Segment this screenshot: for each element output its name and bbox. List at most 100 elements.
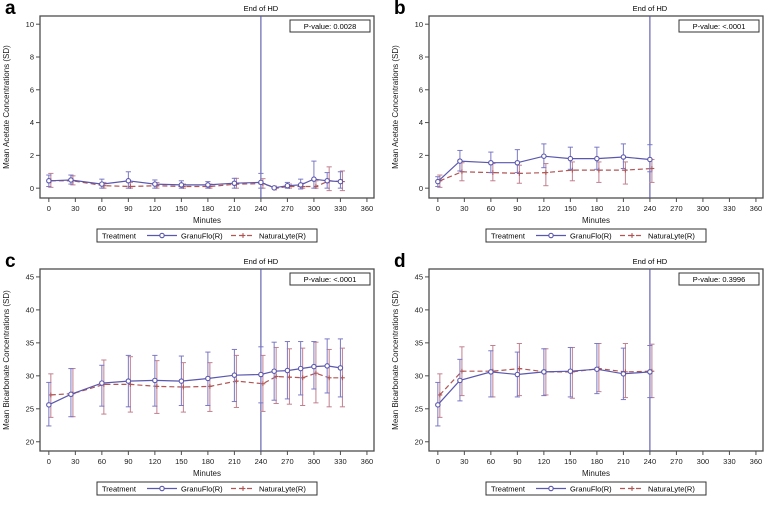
x-tick-label: 270 <box>281 457 294 466</box>
x-tick-label: 270 <box>281 204 294 213</box>
p-value-border <box>678 19 760 33</box>
x-axis-title: Minutes <box>193 216 221 225</box>
p-value-box: P-value: 0.0028 <box>289 19 371 33</box>
x-tick-label: 270 <box>670 204 683 213</box>
x-tick-label: 30 <box>71 457 79 466</box>
x-tick-label: 90 <box>124 204 132 213</box>
circle-marker <box>337 365 344 371</box>
legend-naturalyte-label: NaturaLyte(R) <box>259 485 306 494</box>
circle-marker <box>514 159 521 166</box>
p-value-label: P-value: <.0001 <box>693 22 746 31</box>
x-tick-label: 240 <box>255 457 268 466</box>
y-tick-label: 8 <box>30 53 34 62</box>
x-tick-label: 150 <box>175 457 188 466</box>
circle-marker <box>620 154 627 160</box>
y-tick-label: 4 <box>419 118 423 127</box>
circle-marker <box>311 363 317 370</box>
legend-granuflo-marker <box>159 485 165 492</box>
circle-marker <box>488 159 494 166</box>
x-tick-label: 120 <box>538 457 551 466</box>
circle-marker <box>68 391 74 398</box>
y-tick-label: 4 <box>30 118 34 127</box>
legend-granuflo-label: GranuFlo(R) <box>570 485 612 494</box>
legend: Treatment GranuFlo(R) NaturaLyte(R) <box>96 228 318 243</box>
x-tick-label: 120 <box>538 204 551 213</box>
x-tick-label: 210 <box>228 457 241 466</box>
panel-label: a <box>5 0 16 19</box>
circle-marker <box>567 155 574 162</box>
circle-marker <box>99 181 105 187</box>
y-tick-label: 0 <box>30 184 34 193</box>
circle-marker <box>205 182 211 188</box>
y-tick-label: 0 <box>419 184 423 193</box>
panel-label: b <box>394 0 406 19</box>
axes: 0 2 4 6 8 10 0 30 60 90 120 150 180 210 240 270 300 330 36… <box>391 20 762 225</box>
x-tick-label: 150 <box>175 204 188 213</box>
x-tick-label: 0 <box>436 204 440 213</box>
circle-marker <box>541 369 547 375</box>
x-axis-title: Minutes <box>582 469 610 478</box>
x-tick-label: 240 <box>644 457 657 466</box>
panel-b: b 0 2 4 6 8 10 0 30 60 90 120 150 180 210 240 270 300 330… <box>389 0 778 253</box>
circle-marker <box>297 182 304 188</box>
x-tick-label: 300 <box>697 457 710 466</box>
p-value-border <box>289 272 371 286</box>
x-tick-label: 330 <box>723 457 736 466</box>
x-tick-label: 210 <box>617 204 630 213</box>
chart-svg: 20 25 30 35 40 45 0 30 60 90 120 150 180 210 240 270 300… <box>391 257 764 496</box>
legend-title: Treatment <box>491 485 526 494</box>
circle-marker <box>46 178 52 184</box>
x-tick-label: 180 <box>591 457 604 466</box>
chart-svg: 20 25 30 35 40 45 0 30 60 90 120 150 180 210 240 270 300… <box>2 257 375 496</box>
p-value-label: P-value: 0.3996 <box>693 275 746 284</box>
circle-marker <box>152 377 158 384</box>
x-tick-label: 270 <box>670 457 683 466</box>
x-tick-label: 60 <box>98 457 106 466</box>
axes: 0 2 4 6 8 10 0 30 60 90 120 150 180 210 240 270 300 330 36… <box>2 20 373 225</box>
x-tick-label: 180 <box>591 204 604 213</box>
circle-marker <box>178 182 185 188</box>
x-tick-label: 360 <box>361 204 374 213</box>
y-tick-label: 20 <box>415 437 423 446</box>
y-tick-label: 45 <box>415 273 423 282</box>
x-tick-label: 120 <box>149 457 162 466</box>
panel-a-chart: 0 2 4 6 8 10 0 30 60 90 120 150 180 210 240 270 300 330 36… <box>0 0 389 253</box>
panel-c-chart: 20 25 30 35 40 45 0 30 60 90 120 150 180 210 240 270 300… <box>0 253 389 506</box>
y-tick-label: 6 <box>30 85 34 94</box>
legend-naturalyte-label: NaturaLyte(R) <box>648 485 695 494</box>
p-value-border <box>678 272 760 286</box>
x-tick-label: 240 <box>255 204 268 213</box>
y-tick-label: 25 <box>26 404 34 413</box>
x-tick-label: 360 <box>750 204 763 213</box>
y-tick-label: 45 <box>26 273 34 282</box>
circle-marker <box>457 158 463 164</box>
y-tick-label: 40 <box>26 305 34 314</box>
circle-marker <box>258 179 264 186</box>
series-naturalyte <box>437 158 655 188</box>
legend-granuflo-label: GranuFlo(R) <box>181 485 223 494</box>
series-granuflo <box>46 338 344 427</box>
circle-marker <box>620 371 627 377</box>
x-tick-label: 300 <box>697 204 710 213</box>
x-axis-title: Minutes <box>582 216 610 225</box>
x-tick-label: 30 <box>460 457 468 466</box>
circle-marker <box>99 380 105 386</box>
legend-border <box>485 481 707 496</box>
circle-marker <box>178 378 185 384</box>
panel-label: c <box>5 251 16 272</box>
x-tick-label: 240 <box>644 204 657 213</box>
circle-marker <box>125 178 132 184</box>
circle-marker <box>68 177 74 183</box>
x-tick-label: 30 <box>460 204 468 213</box>
circle-marker <box>567 368 574 374</box>
axes: 20 25 30 35 40 45 0 30 60 90 120 150 180 210 240 270 300… <box>391 273 762 478</box>
y-tick-label: 35 <box>26 338 34 347</box>
circle-marker <box>435 402 441 408</box>
series-naturalyte <box>48 341 346 418</box>
circle-marker <box>258 371 264 378</box>
series-granuflo <box>435 143 653 188</box>
legend-naturalyte-label: NaturaLyte(R) <box>259 232 306 241</box>
circle-marker <box>231 180 238 186</box>
x-tick-label: 330 <box>723 204 736 213</box>
x-tick-label: 330 <box>334 457 347 466</box>
